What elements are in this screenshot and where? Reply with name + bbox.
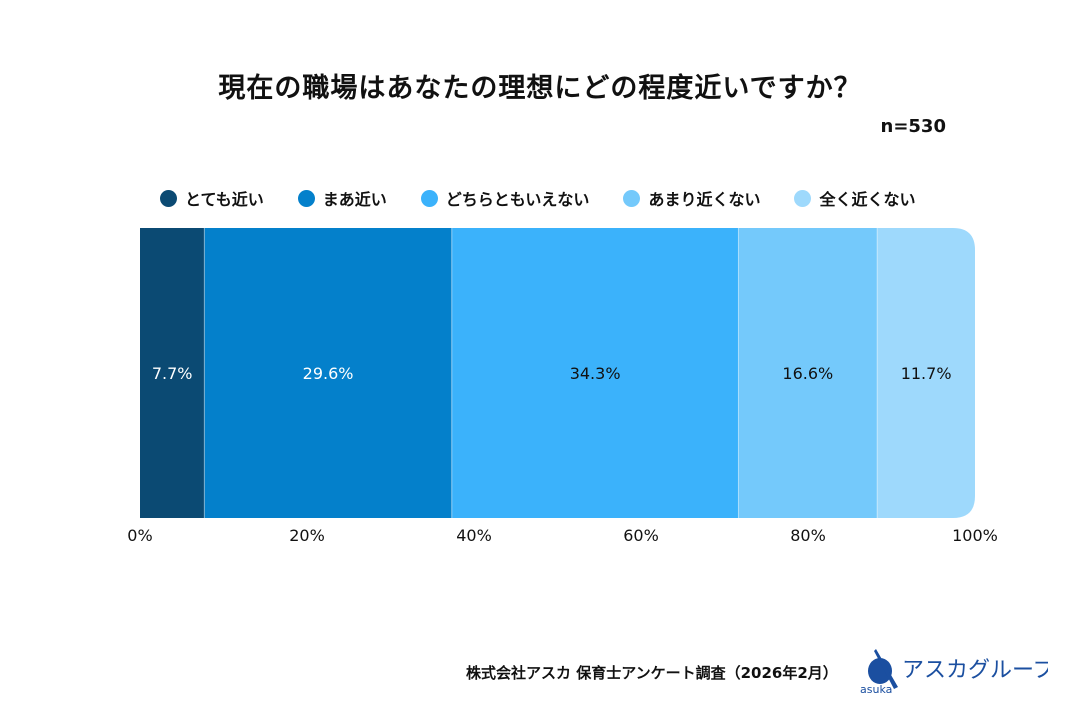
- legend-item: とても近い: [160, 186, 264, 210]
- x-tick-label: 80%: [790, 526, 826, 545]
- x-tick-label: 60%: [623, 526, 659, 545]
- bar-segment: [451, 228, 739, 518]
- x-tick-label: 40%: [456, 526, 492, 545]
- bar-segment: [877, 228, 975, 518]
- chart-title: 現在の職場はあなたの理想にどの程度近いですか？: [218, 73, 862, 104]
- x-tick-label: 0%: [127, 526, 152, 545]
- legend-item: 全く近くない: [794, 186, 915, 210]
- legend-label: とても近い: [185, 190, 264, 209]
- legend-item: あまり近くない: [623, 186, 760, 210]
- legend-label: あまり近くない: [648, 190, 761, 209]
- legend-item: まあ近い: [297, 186, 387, 210]
- logo-sub: asuka: [860, 683, 892, 696]
- bar-segment: [204, 228, 453, 518]
- asuka-logo: asuka アスカグループ: [860, 649, 1048, 696]
- data-label: 11.7%: [901, 364, 952, 383]
- sample-size: n=530: [880, 116, 946, 137]
- bar-segment: [738, 228, 878, 518]
- data-label: 16.6%: [782, 364, 833, 383]
- legend-label: まあ近い: [322, 190, 387, 209]
- source-note: 株式会社アスカ 保育士アンケート調査（2026年2月）: [466, 664, 838, 682]
- logo-text: アスカグループ: [902, 658, 1048, 683]
- data-label: 7.7%: [152, 364, 193, 383]
- data-label: 29.6%: [303, 364, 354, 383]
- legend-dot-icon: [794, 189, 812, 207]
- data-label: 34.3%: [570, 364, 621, 383]
- x-tick-label: 100%: [952, 526, 998, 545]
- legend-item: どちらともいえない: [420, 186, 590, 210]
- legend-label: どちらともいえない: [445, 190, 590, 209]
- legend-label: 全く近くない: [819, 190, 916, 209]
- legend-dot-icon: [420, 189, 438, 207]
- logo-mark-icon: [868, 658, 892, 684]
- x-tick-label: 20%: [289, 526, 325, 545]
- legend-dot-icon: [623, 189, 641, 207]
- legend-dot-icon: [297, 189, 315, 207]
- legend-dot-icon: [160, 189, 177, 207]
- bar-segment: [140, 228, 205, 518]
- legend: とても近い まあ近い どちらともいえない あまり近くない 全く近くない: [160, 186, 949, 210]
